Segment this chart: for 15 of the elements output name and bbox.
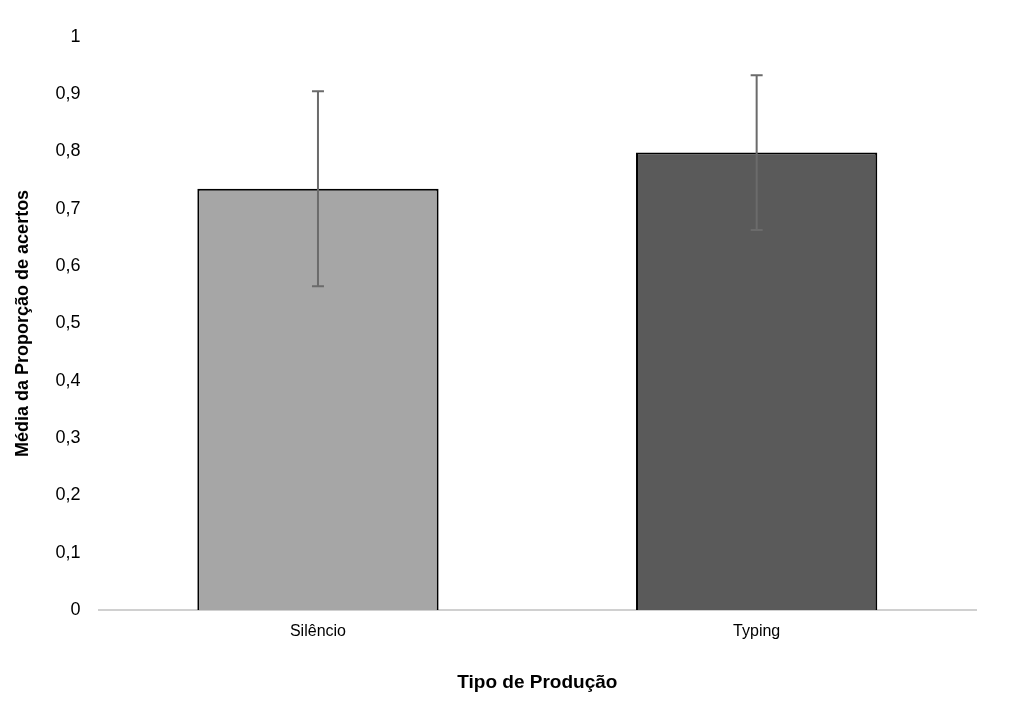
x-axis-title: Tipo de Produção [457,670,618,692]
y-tick-label: 0,5 [55,312,81,333]
y-tick-label: 0,9 [55,83,81,104]
x-tick-label: Silêncio [289,622,347,640]
y-tick-label: 0 [70,598,81,619]
y-tick-label: 0,7 [55,197,81,218]
y-tick-label: 0,1 [55,541,81,562]
y-tick-label: 1 [70,25,81,46]
x-tick-label: Typing [733,622,781,640]
y-tick-label: 0,3 [55,427,81,448]
y-tick-label: 0,4 [55,369,81,390]
y-tick-label: 0,8 [55,140,81,161]
y-tick-label: 0,2 [55,484,81,505]
y-tick-label: 0,6 [55,255,81,276]
y-axis-title: Média da Proporção de acertos [11,189,32,457]
